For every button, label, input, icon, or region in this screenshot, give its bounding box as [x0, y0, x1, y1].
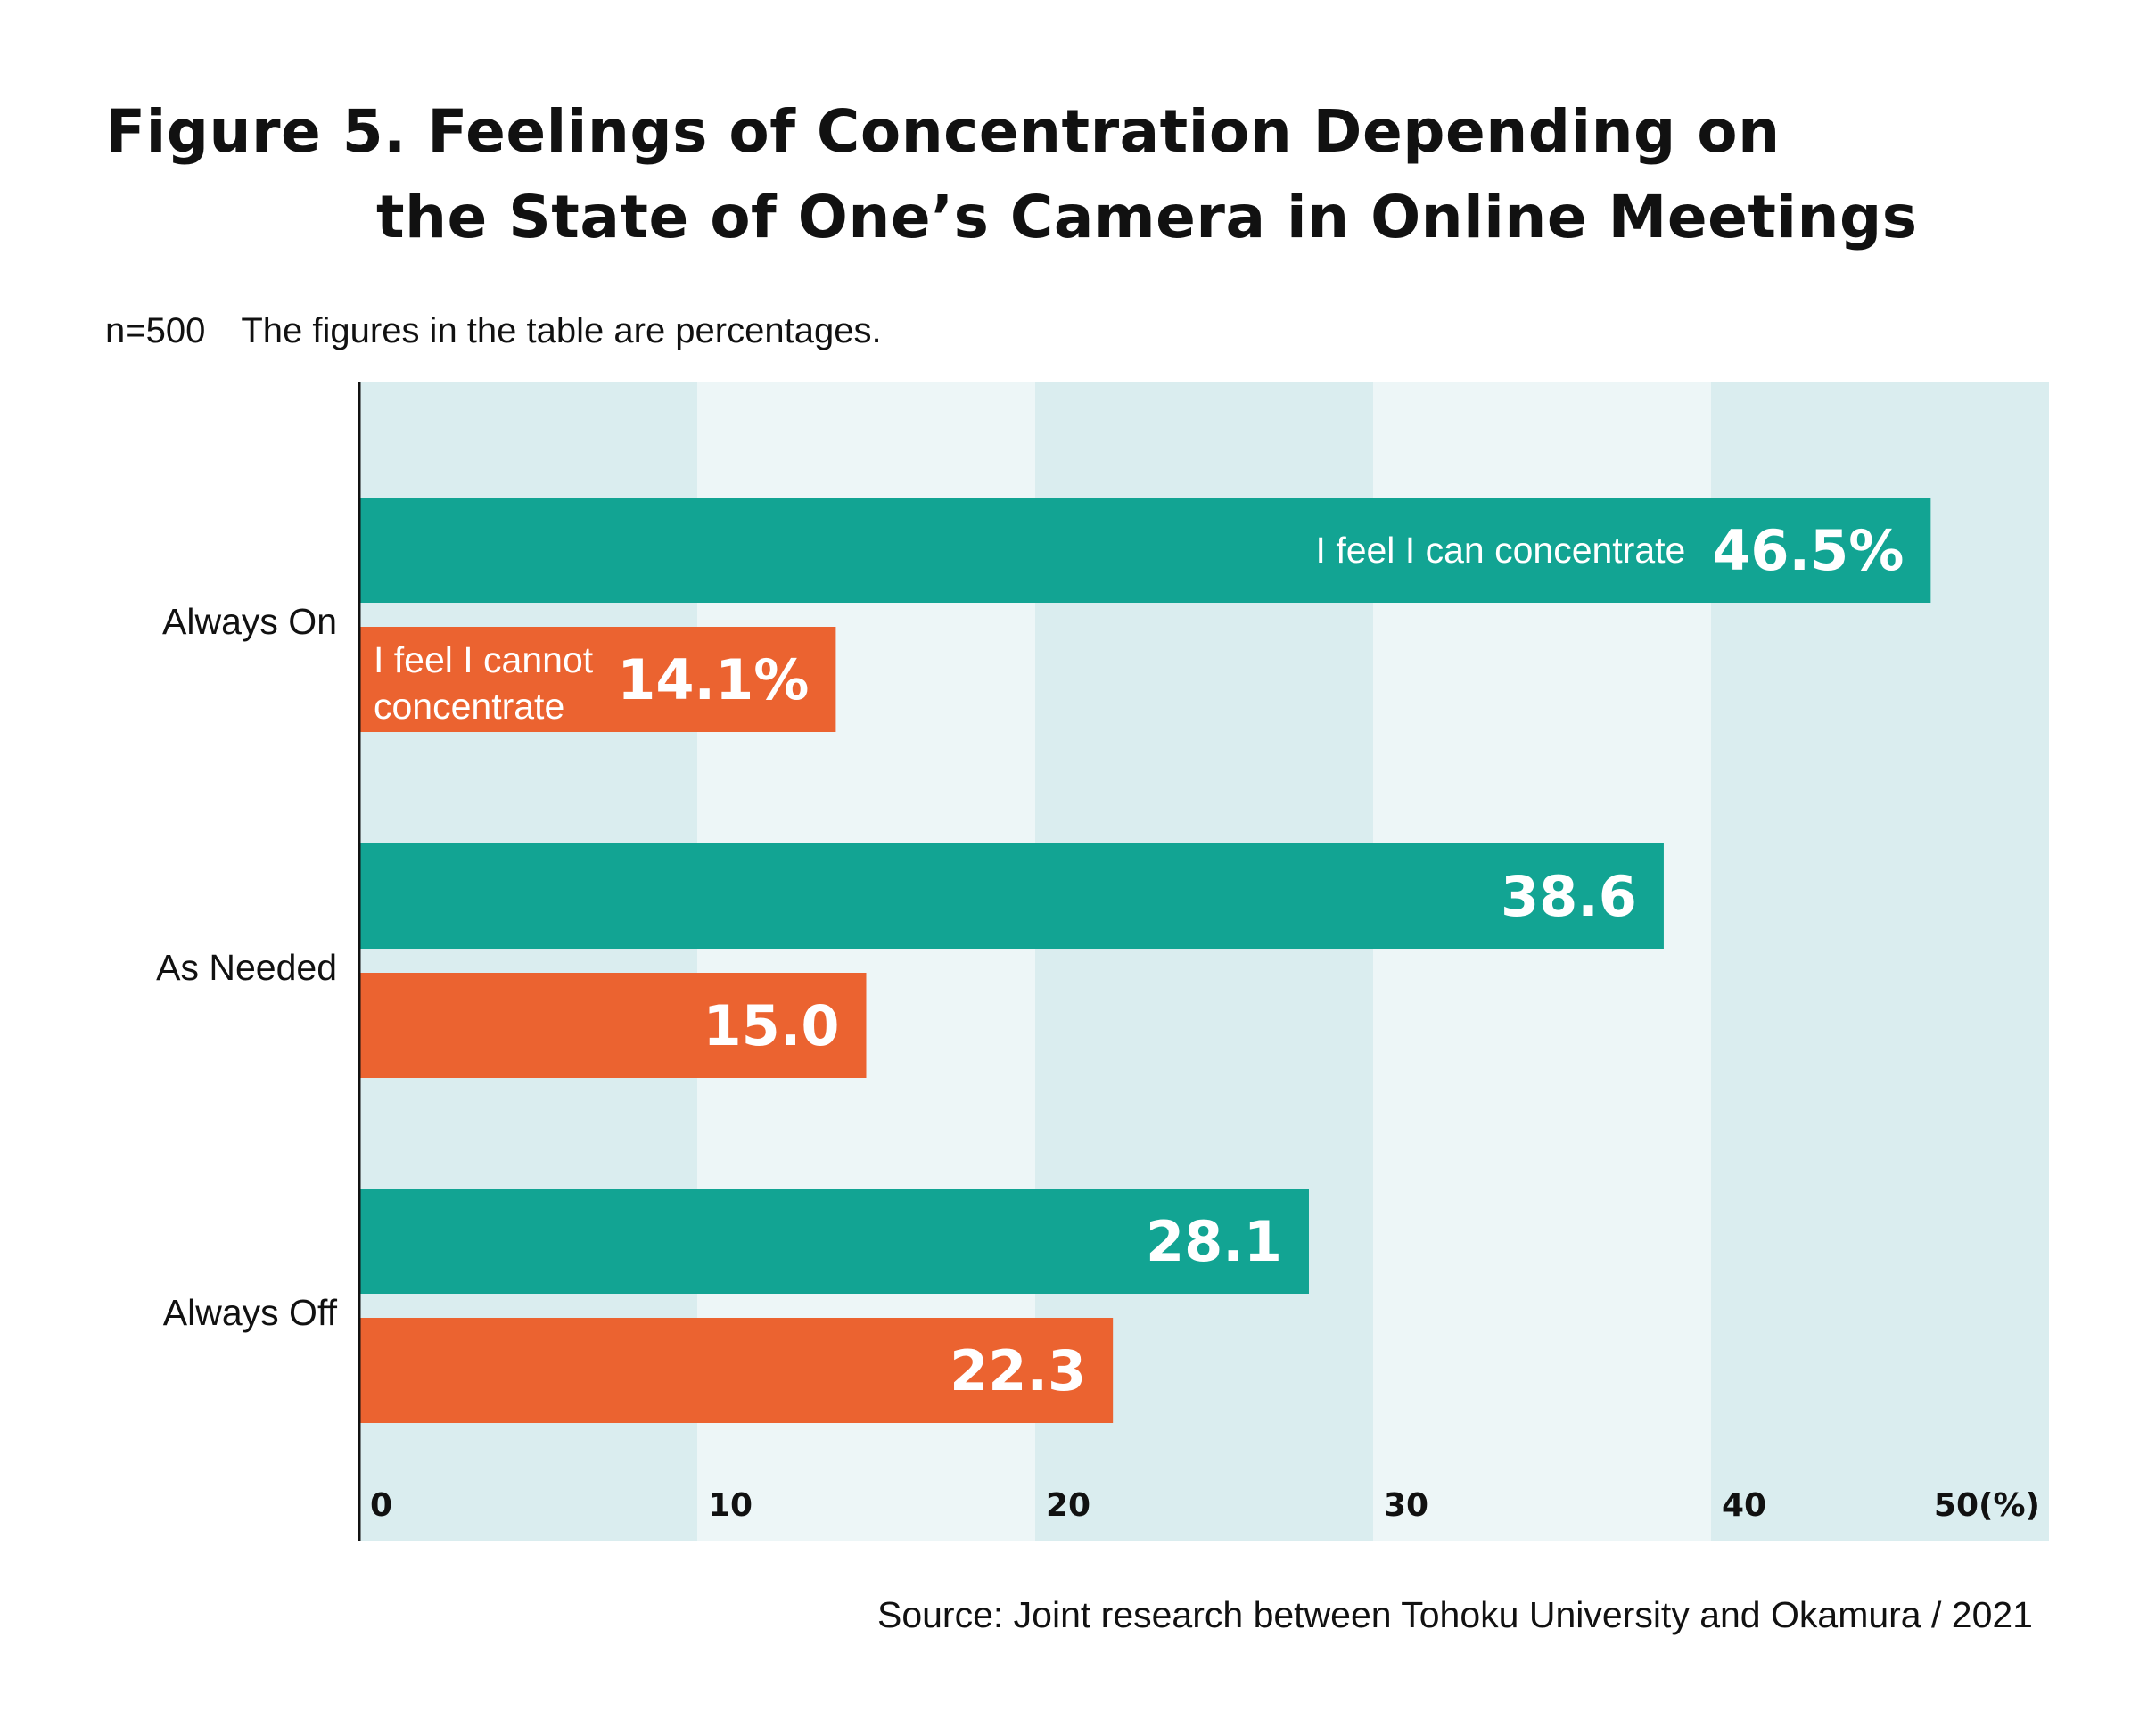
data-label: 14.1% [617, 647, 809, 712]
bar [359, 1189, 1309, 1294]
chart-note: n=500 The figures in the table are perce… [105, 311, 882, 350]
bar [359, 498, 1931, 603]
category-label: As Needed [156, 947, 337, 988]
series-label: I feel I can concentrate [1316, 530, 1686, 571]
chart-title-line2: the State of One’s Camera in Online Meet… [376, 183, 1918, 251]
category-label: Always On [162, 601, 337, 642]
bar [359, 973, 867, 1078]
tick-label: 10 [708, 1487, 753, 1524]
series-label: concentrate [374, 686, 564, 727]
chart-title: Figure 5. Feelings of Concentration Depe… [105, 89, 1918, 260]
bar [359, 627, 836, 732]
tick-label: 30 [1384, 1487, 1428, 1524]
bar [359, 843, 1664, 949]
tick-label: 0 [370, 1487, 392, 1524]
chart-source: Source: Joint research between Tohoku Un… [876, 1594, 2033, 1635]
tick-label: 40 [1722, 1487, 1766, 1524]
bar [359, 1318, 1114, 1423]
chart-title-line1: Figure 5. Feelings of Concentration Depe… [105, 97, 1781, 166]
data-label: 15.0 [703, 993, 840, 1058]
tick-label: 50(%) [1934, 1487, 2040, 1524]
data-label: 28.1 [1146, 1209, 1282, 1274]
series-label: I feel I cannot [374, 639, 594, 680]
tick-label: 20 [1046, 1487, 1090, 1524]
data-label: 46.5% [1712, 518, 1904, 583]
data-label: 22.3 [950, 1338, 1086, 1403]
data-label: 38.6 [1501, 864, 1637, 929]
category-label: Always Off [163, 1292, 338, 1333]
